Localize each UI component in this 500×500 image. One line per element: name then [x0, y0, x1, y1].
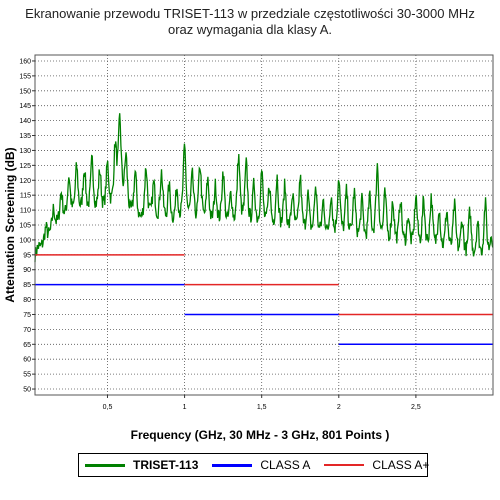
legend-line-class-a-plus [324, 464, 365, 466]
y-tick-label: 160 [19, 58, 31, 65]
y-tick-label: 155 [19, 73, 31, 80]
y-tick-label: 75 [23, 312, 31, 319]
axis-ticks: 50 55 60 65 70 75 80 85 90 95 100 105 110 115 120 125 13… [19, 58, 421, 411]
y-tick-label: 65 [23, 342, 31, 349]
y-tick-label: 150 [19, 88, 31, 95]
y-tick-label: 145 [19, 103, 31, 110]
legend-label-class-a-plus: CLASS A+ [372, 458, 430, 472]
y-tick-label: 125 [19, 163, 31, 170]
legend-item-class-a-plus: CLASS A+ [324, 458, 429, 472]
y-tick-label: 60 [23, 357, 31, 364]
x-tick-label: 2,5 [411, 404, 421, 411]
y-tick-label: 50 [23, 387, 31, 394]
legend-item-triset: TRISET-113 [85, 458, 198, 472]
y-tick-label: 110 [20, 208, 31, 215]
y-tick-label: 95 [23, 252, 31, 259]
chart-title-line-1: Ekranowanie przewodu TRISET-113 w przedz… [25, 6, 475, 21]
y-tick-label: 105 [19, 223, 31, 230]
y-tick-label: 85 [23, 282, 31, 289]
legend-label-class-a: CLASS A [260, 458, 311, 472]
legend-line-triset [85, 463, 125, 467]
chart-title: Ekranowanie przewodu TRISET-113 w przedz… [0, 6, 500, 38]
legend-line-class-a [212, 463, 253, 467]
y-tick-label: 115 [20, 193, 31, 200]
x-tick-label: 1 [183, 404, 187, 411]
chart-title-line-2: oraz wymagania dla klasy A. [167, 22, 333, 37]
x-axis-label: Frequency (GHz, 30 MHz - 3 GHz, 801 Poin… [131, 428, 390, 442]
series-layer [34, 113, 494, 346]
legend: TRISET-113 CLASS A CLASS A+ [78, 453, 429, 477]
series-triset-113-line [34, 113, 494, 263]
y-tick-label: 90 [23, 267, 31, 274]
x-tick-label: 2 [337, 404, 341, 411]
y-axis-label: Attenuation Screening (dB) [3, 147, 17, 302]
x-tick-label: 1,5 [257, 404, 267, 411]
y-tick-label: 80 [23, 297, 31, 304]
y-tick-label: 140 [19, 118, 31, 125]
y-tick-label: 135 [19, 133, 31, 140]
y-tick-label: 55 [23, 372, 31, 379]
y-tick-label: 70 [23, 327, 31, 334]
legend-label-triset: TRISET-113 [133, 458, 199, 472]
x-tick-label: 0,5 [103, 404, 113, 411]
y-tick-label: 100 [19, 237, 31, 244]
legend-item-class-a: CLASS A [212, 458, 310, 472]
y-tick-label: 120 [19, 178, 31, 185]
y-tick-label: 130 [19, 148, 31, 155]
